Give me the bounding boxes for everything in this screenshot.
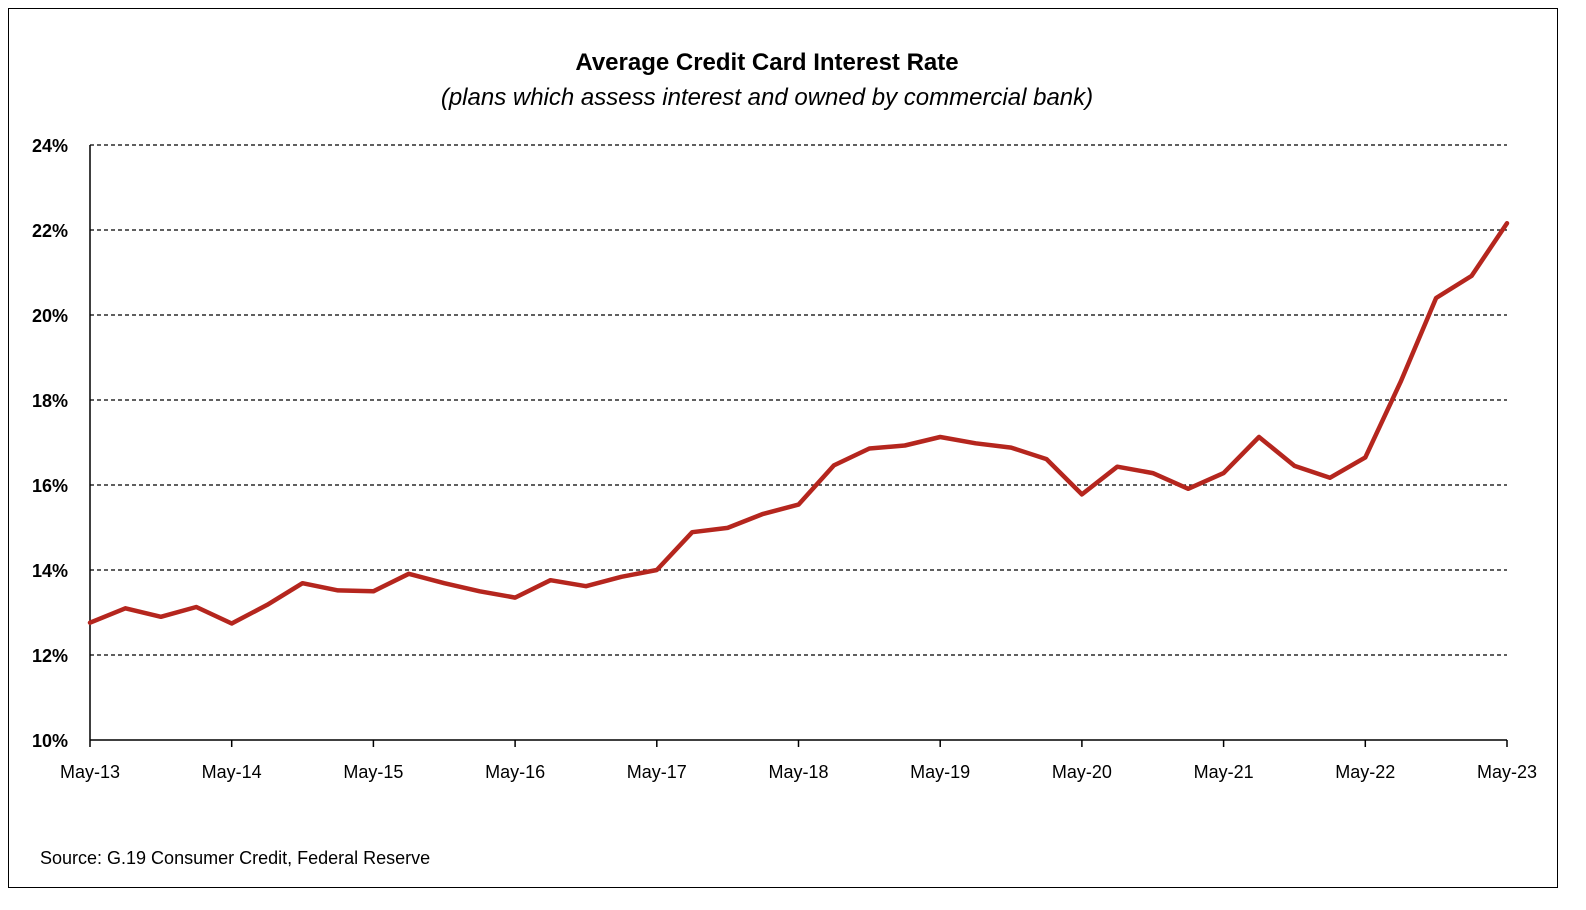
gridlines (90, 144, 1507, 656)
x-tick-label: May-23 (1477, 762, 1537, 782)
x-tick-label: May-18 (768, 762, 828, 782)
y-tick-label: 10% (32, 731, 68, 751)
data-point (1434, 296, 1438, 300)
data-point (371, 589, 375, 593)
x-tick-label: May-17 (627, 762, 687, 782)
data-point (619, 575, 623, 579)
data-point (1363, 455, 1367, 459)
data-point (442, 581, 446, 585)
data-point (1186, 487, 1190, 491)
y-tick-label: 18% (32, 391, 68, 411)
data-point (1292, 464, 1296, 468)
series-line (87, 220, 1510, 626)
data-point (1222, 471, 1226, 475)
data-point (159, 615, 163, 619)
y-tick-label: 14% (32, 561, 68, 581)
data-point (265, 603, 269, 607)
tick-labels: 10% 12% 14% 16% 18% 20% 22% 24% May-13 May-14 May-… (32, 136, 1537, 782)
data-point (1257, 435, 1261, 439)
y-tick-label: 12% (32, 646, 68, 666)
data-point (1505, 221, 1509, 225)
data-point (301, 581, 305, 585)
chart-frame (8, 8, 1558, 888)
data-point (584, 584, 588, 588)
y-tick-label: 16% (32, 476, 68, 496)
data-point (1399, 380, 1403, 384)
data-point (867, 446, 871, 450)
data-point (194, 605, 198, 609)
data-point (938, 435, 942, 439)
x-tick-label: May-19 (910, 762, 970, 782)
axes (89, 145, 1508, 747)
data-point (478, 589, 482, 593)
data-point (974, 441, 978, 445)
x-tick-label: May-20 (1052, 762, 1112, 782)
source-note: Source: G.19 Consumer Credit, Federal Re… (40, 848, 431, 868)
data-point (88, 621, 92, 625)
data-point (903, 443, 907, 447)
x-tick-label: May-14 (202, 762, 262, 782)
x-tick-label: May-21 (1194, 762, 1254, 782)
chart-subtitle: (plans which assess interest and owned b… (440, 84, 1094, 111)
data-point (797, 503, 800, 507)
data-point (123, 606, 127, 610)
x-tick-label: May-13 (60, 762, 120, 782)
data-point (1115, 465, 1119, 469)
data-point (726, 526, 730, 530)
x-tick-label: May-16 (485, 762, 545, 782)
data-point (513, 596, 517, 600)
data-point (230, 622, 234, 626)
series-layer (87, 220, 1510, 626)
chart-title: Average Credit Card Interest Rate (575, 49, 959, 76)
y-tick-label: 20% (32, 306, 68, 326)
data-point (832, 463, 836, 467)
data-point (1044, 457, 1048, 461)
data-point (1328, 476, 1332, 480)
x-tick-label: May-15 (343, 762, 403, 782)
data-point (1470, 274, 1474, 278)
data-point (1009, 446, 1013, 450)
y-tick-label: 24% (32, 136, 68, 156)
data-point (655, 568, 659, 572)
data-point (1151, 471, 1155, 475)
data-point (407, 572, 411, 576)
data-point (549, 578, 553, 582)
data-point (1080, 492, 1084, 496)
y-tick-label: 22% (32, 221, 68, 241)
data-point (690, 530, 694, 534)
data-point (761, 512, 765, 516)
data-point (336, 588, 340, 592)
x-tick-label: May-22 (1335, 762, 1395, 782)
